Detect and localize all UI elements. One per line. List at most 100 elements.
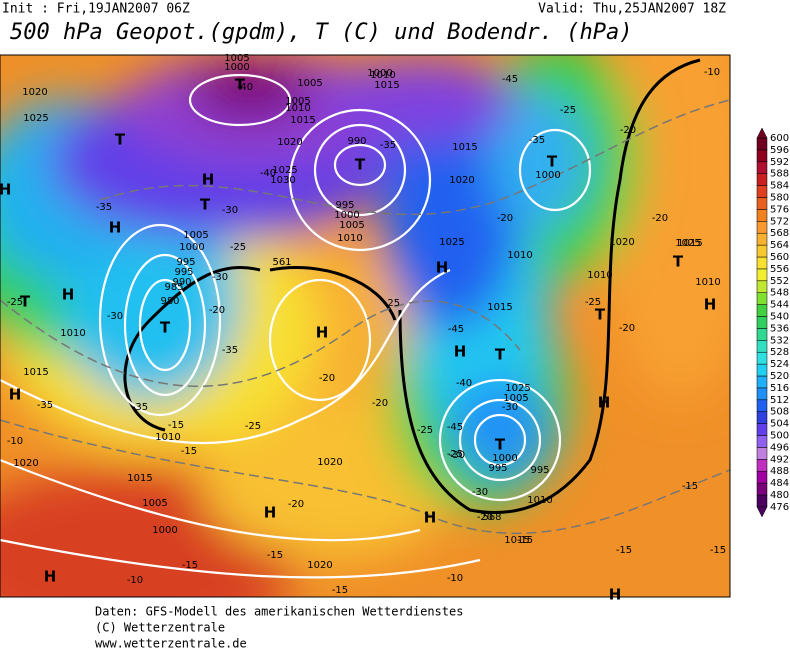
contour-label: 1005 (285, 96, 310, 107)
contour-label: 1015 (677, 238, 702, 249)
map-area (0, 55, 730, 597)
pressure-center-label: T (673, 253, 684, 271)
pressure-center-label: H (202, 171, 215, 189)
colorbar-end (756, 506, 768, 518)
colorbar-bin (756, 185, 768, 198)
contour-label: -30 (222, 205, 238, 216)
contour-label: 1010 (507, 250, 532, 261)
contour-label: -25 (384, 298, 400, 309)
colorbar-label: 528 (770, 347, 789, 358)
contour-label: -15 (182, 560, 198, 571)
colorbar-label: 560 (770, 252, 789, 263)
contour-label: -15 (517, 535, 533, 546)
colorbar-bin (756, 173, 768, 186)
colorbar-label: 540 (770, 312, 789, 323)
colorbar-bin (756, 280, 768, 293)
footer-line: (C) Wetterzentrale (95, 621, 225, 635)
contour-label: 990 (172, 277, 191, 288)
colorbar-bin (756, 244, 768, 258)
contour-label: 1005 (183, 230, 208, 241)
colorbar-label: 576 (770, 204, 789, 215)
colorbar-label: 536 (770, 323, 789, 334)
colorbar-bin (756, 209, 768, 222)
contour-label: -10 (704, 67, 720, 78)
pressure-center-label: H (598, 394, 611, 412)
contour-label: -10 (127, 575, 143, 586)
contour-label: -25 (7, 297, 23, 308)
contour-label: 980 (160, 296, 179, 307)
contour-label: -25 (245, 421, 261, 432)
contour-label: -45 (448, 324, 464, 335)
contour-label: 1010 (370, 70, 395, 81)
pressure-center-label: T (495, 436, 506, 454)
contour-label: 1030 (270, 175, 295, 186)
contour-label: 1005 (503, 393, 528, 404)
colorbar-bin (756, 411, 768, 424)
pressure-center-label: T (115, 131, 126, 149)
contour-label: -15 (168, 420, 184, 431)
contour-label: 1010 (285, 103, 310, 114)
colorbar-bin (756, 340, 768, 353)
colorbar-label: 476 (770, 502, 789, 513)
contour-label: 995 (488, 463, 507, 474)
colorbar-end (756, 127, 768, 139)
contour-label: -40 (237, 82, 253, 93)
contour-label: 1025 (505, 383, 530, 394)
contour-label: 995 (174, 267, 193, 278)
contour-label: -10 (7, 436, 23, 447)
colorbar-bin (756, 137, 768, 151)
colorbar-bin (756, 482, 768, 496)
contour-label: 1000 (492, 453, 517, 464)
contour-label: -15 (682, 481, 698, 492)
contour-label: 1020 (307, 560, 332, 571)
pressure-center-label: H (9, 386, 22, 404)
contour-label: -20 (288, 499, 304, 510)
colorbar-label: 592 (770, 157, 789, 168)
contour-label: 1000 (224, 62, 249, 73)
contour-label: 1000 (535, 170, 560, 181)
contour-label: -25 (417, 425, 433, 436)
pressure-center-label: T (20, 293, 31, 311)
pressure-center-label: H (0, 181, 11, 199)
contour-label: -35 (132, 402, 148, 413)
contour-label: 1010 (695, 277, 720, 288)
colorbar-label: 572 (770, 216, 789, 227)
colorbar-label: 520 (770, 371, 789, 382)
contour-label: 1015 (290, 115, 315, 126)
contour-label: -45 (502, 74, 518, 85)
contour-label: 995 (176, 257, 195, 268)
contour-label: 1020 (317, 457, 342, 468)
contour-label: 1010 (527, 495, 552, 506)
contour-label: -25 (585, 297, 601, 308)
map-frame (0, 54, 731, 598)
colorbar-label: 568 (770, 228, 789, 239)
colorbar-bin (756, 149, 768, 163)
pressure-center-label: H (424, 509, 437, 527)
contour-label: -40 (456, 378, 472, 389)
contour-label: -10 (447, 573, 463, 584)
contour-label: -35 (380, 140, 396, 151)
contour-label: 1005 (142, 498, 167, 509)
colorbar-bin (756, 423, 768, 436)
contour-label: 1010 (60, 328, 85, 339)
footer-line: Daten: GFS-Modell des amerikanischen Wet… (95, 605, 463, 619)
pressure-center-label: H (609, 586, 622, 604)
contour-label: -20 (652, 213, 668, 224)
colorbar-label: 484 (770, 478, 789, 489)
contour-label: 568 (482, 512, 501, 523)
pressure-center-label: H (44, 568, 57, 586)
colorbar-label: 492 (770, 454, 789, 465)
colorbar-label: 556 (770, 264, 789, 275)
contour-label: 1025 (439, 237, 464, 248)
contour-label: -20 (620, 125, 636, 136)
contour-label: 1020 (609, 237, 634, 248)
colorbar-bin (756, 161, 768, 174)
colorbar-label: 552 (770, 276, 789, 287)
contour-label: -35 (96, 202, 112, 213)
colorbar-bin (756, 232, 768, 246)
colorbar-label: 508 (770, 407, 789, 418)
contour-label: 995 (530, 465, 549, 476)
contour-label: -45 (447, 422, 463, 433)
